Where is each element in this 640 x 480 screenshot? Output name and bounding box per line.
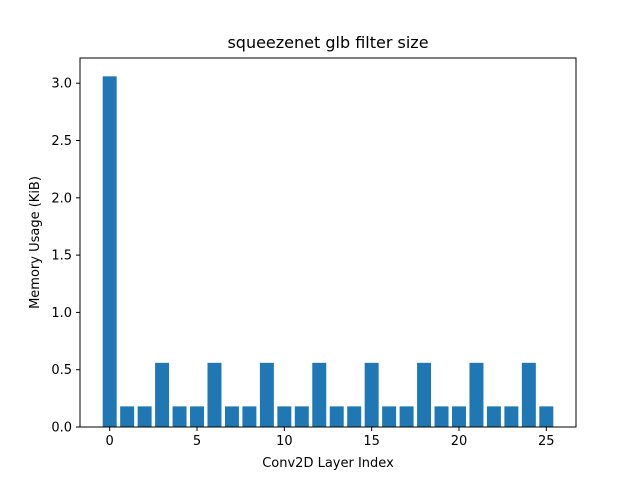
bar-layer-12 bbox=[312, 362, 327, 427]
bar-layer-16 bbox=[382, 406, 397, 427]
x-axis-ticks: 0 5 10 15 20 25 bbox=[106, 427, 555, 449]
x-tick-label: 15 bbox=[363, 434, 380, 449]
chart-title: squeezenet glb filter size bbox=[227, 33, 428, 52]
bar-layer-15 bbox=[364, 362, 379, 427]
bar-layer-25 bbox=[539, 406, 554, 427]
bar-layer-18 bbox=[417, 362, 432, 427]
y-tick-label: 0.0 bbox=[51, 421, 72, 436]
y-tick-label: 1.5 bbox=[51, 249, 72, 264]
x-tick-label: 20 bbox=[451, 434, 468, 449]
x-tick-label: 0 bbox=[106, 434, 114, 449]
y-tick-label: 3.0 bbox=[51, 77, 72, 92]
bar-layer-1 bbox=[120, 406, 135, 427]
bars-group bbox=[102, 76, 554, 428]
y-tick-label: 0.5 bbox=[51, 363, 72, 378]
bar-layer-4 bbox=[172, 406, 187, 427]
bar-layer-24 bbox=[521, 362, 536, 427]
y-tick-label: 2.5 bbox=[51, 134, 72, 149]
bar-layer-19 bbox=[434, 406, 449, 427]
bar-layer-23 bbox=[504, 406, 519, 427]
bar-layer-13 bbox=[329, 406, 344, 427]
bar-layer-11 bbox=[294, 406, 309, 427]
x-tick-label: 25 bbox=[538, 434, 555, 449]
bar-layer-6 bbox=[207, 362, 222, 427]
plot-frame bbox=[79, 57, 577, 428]
bar-layer-9 bbox=[259, 362, 274, 427]
y-tick-label: 2.0 bbox=[51, 191, 72, 206]
bar-layer-7 bbox=[224, 406, 239, 427]
bar-layer-17 bbox=[399, 406, 414, 427]
x-tick-label: 10 bbox=[276, 434, 293, 449]
x-tick-label: 5 bbox=[193, 434, 201, 449]
bar-layer-2 bbox=[137, 406, 152, 427]
bar-layer-22 bbox=[486, 406, 501, 427]
y-tick-label: 1.0 bbox=[51, 306, 72, 321]
bar-layer-8 bbox=[242, 406, 257, 427]
bar-layer-21 bbox=[469, 362, 484, 427]
bar-layer-3 bbox=[155, 362, 170, 427]
bar-layer-14 bbox=[347, 406, 362, 427]
y-axis-ticks: 0.0 0.5 1.0 1.5 2.0 2.5 3.0 bbox=[51, 77, 80, 436]
bar-layer-10 bbox=[277, 406, 292, 427]
bar-layer-5 bbox=[190, 406, 204, 427]
x-axis-label: Conv2D Layer Index bbox=[262, 456, 394, 471]
y-axis-label: Memory Usage (KiB) bbox=[28, 176, 43, 309]
bar-layer-20 bbox=[452, 406, 466, 427]
bar-layer-0 bbox=[102, 76, 117, 428]
